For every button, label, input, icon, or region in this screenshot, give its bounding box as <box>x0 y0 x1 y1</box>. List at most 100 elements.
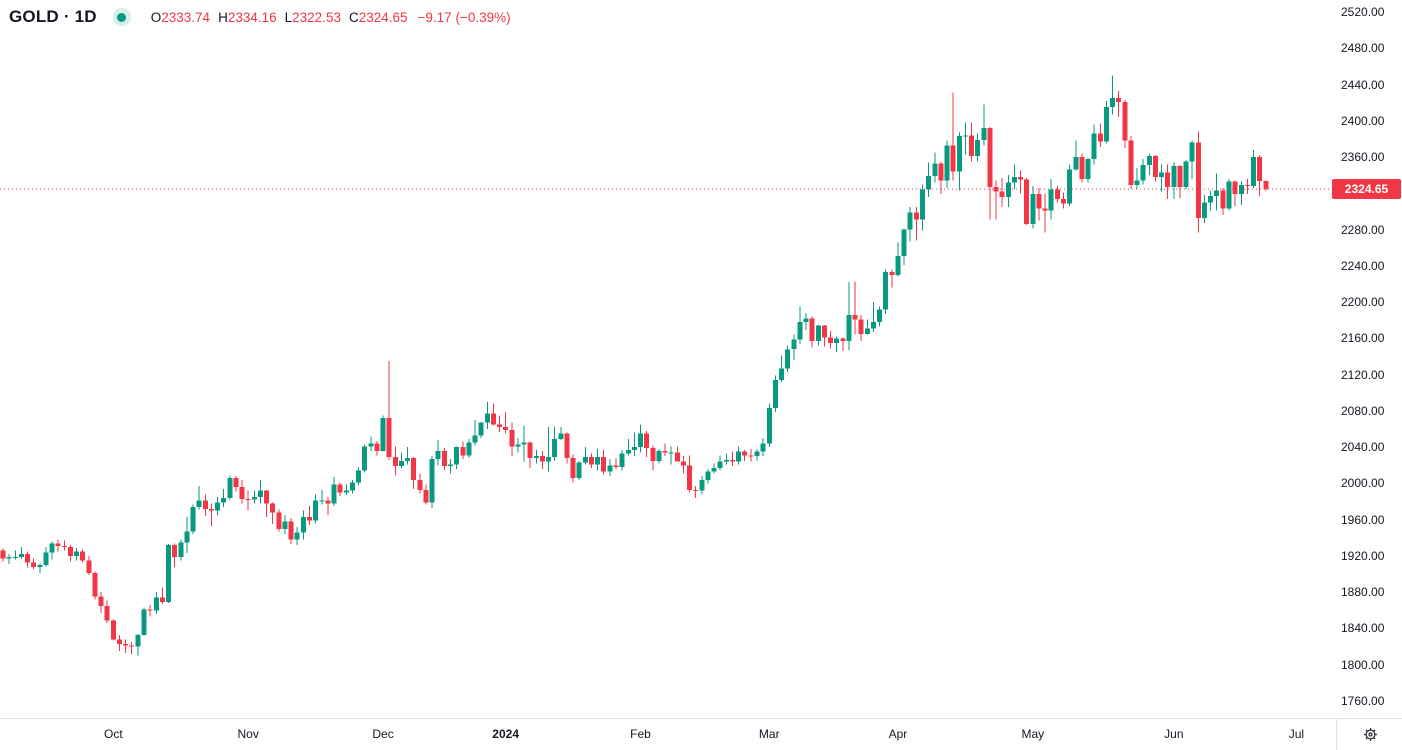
candle <box>1079 153 1085 183</box>
candle <box>368 436 374 451</box>
candle <box>975 133 981 162</box>
candle <box>1048 178 1054 220</box>
candle <box>25 551 31 568</box>
candle <box>276 509 282 532</box>
candle <box>809 316 815 348</box>
high-value: 2334.16 <box>227 9 277 25</box>
candlestick-chart[interactable] <box>0 0 1330 718</box>
candle <box>1054 186 1060 203</box>
candle <box>37 563 43 574</box>
candle <box>178 539 184 561</box>
candle <box>386 361 392 460</box>
candle <box>0 548 6 562</box>
candle <box>907 206 913 242</box>
candle <box>932 152 938 183</box>
candle <box>1024 177 1030 226</box>
candle <box>711 463 717 474</box>
candle <box>993 180 999 220</box>
candle <box>196 486 202 510</box>
candle <box>717 455 723 471</box>
candle <box>619 449 625 471</box>
price-axis-label: 1920.00 <box>1341 548 1385 563</box>
candle <box>791 334 797 361</box>
market-status-dot[interactable] <box>112 8 131 26</box>
high-label: H <box>218 9 228 25</box>
time-axis-label: Jun <box>1164 727 1184 741</box>
candle <box>380 415 386 452</box>
candle <box>1159 164 1165 192</box>
time-axis-settings-button[interactable] <box>1362 726 1379 743</box>
candle <box>834 336 840 352</box>
symbol-title[interactable]: GOLD · 1D <box>9 7 97 26</box>
candle <box>926 162 932 197</box>
candle <box>815 324 821 346</box>
candle <box>601 449 607 475</box>
time-axis-label: Mar <box>758 727 780 741</box>
candle <box>981 104 987 146</box>
candle <box>454 446 460 469</box>
candle <box>257 479 263 504</box>
candle <box>797 306 803 344</box>
candle <box>883 269 889 314</box>
candle <box>166 544 172 604</box>
candle <box>435 439 441 466</box>
candle <box>987 127 993 220</box>
time-axis[interactable]: Oct Nov Dec 2024 Feb Mar Apr May Jun Jul <box>0 718 1402 750</box>
candle <box>472 419 478 446</box>
time-axis-label: May <box>1021 727 1045 741</box>
candle <box>668 446 674 465</box>
candle <box>294 526 300 546</box>
candle <box>18 546 24 559</box>
candle <box>1140 158 1146 185</box>
candle <box>840 337 846 352</box>
price-axis-label: 2480.00 <box>1341 41 1385 56</box>
candle <box>300 510 306 540</box>
candle <box>607 458 613 477</box>
candle <box>503 411 509 434</box>
candle <box>785 345 791 372</box>
close-value: 2324.65 <box>358 9 408 25</box>
candle <box>227 475 233 500</box>
candle <box>153 592 159 614</box>
candle <box>650 445 656 470</box>
candle <box>828 331 834 349</box>
time-axis-label: Feb <box>630 727 651 741</box>
price-axis-label: 2120.00 <box>1341 367 1385 382</box>
candle <box>478 421 484 439</box>
candle <box>319 489 325 505</box>
candle <box>1042 193 1048 233</box>
change-value: −9.17 (−0.39%) <box>417 9 511 25</box>
candle <box>680 456 686 474</box>
open-label: O <box>150 9 162 25</box>
candle <box>588 453 594 469</box>
candle <box>595 448 601 471</box>
candle <box>803 312 809 331</box>
candle <box>374 440 380 456</box>
time-axis-label: Nov <box>237 727 259 741</box>
candle <box>901 228 907 265</box>
candle <box>1251 149 1257 188</box>
candle <box>515 438 521 453</box>
candle <box>1195 131 1201 233</box>
candle <box>1011 164 1017 189</box>
candle <box>558 427 564 440</box>
candle <box>233 476 239 492</box>
candle <box>61 540 67 551</box>
price-axis[interactable]: 2324.65 2520.00 2480.00 2440.00 2400.00 2360… <box>1330 0 1402 718</box>
candle <box>1128 136 1134 189</box>
candle <box>423 484 429 505</box>
price-axis-label: 1800.00 <box>1341 657 1385 672</box>
candle <box>1134 167 1140 189</box>
candle <box>343 484 349 496</box>
candle <box>497 415 503 432</box>
candle <box>129 642 135 654</box>
price-axis-label: 2000.00 <box>1341 476 1385 491</box>
candle <box>1257 155 1263 197</box>
time-axis-label: Dec <box>372 727 394 741</box>
candle <box>245 490 251 511</box>
candle <box>6 554 12 565</box>
candle <box>754 448 760 461</box>
candle <box>736 446 742 465</box>
candle <box>533 449 539 464</box>
